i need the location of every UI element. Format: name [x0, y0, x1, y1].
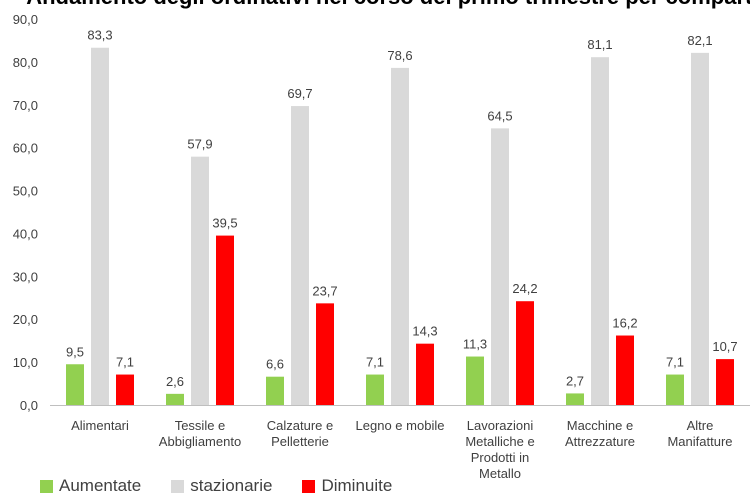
- x-category-label: Legno e mobile: [356, 418, 445, 433]
- bar-aumentate: [266, 376, 284, 405]
- data-label: 23,7: [312, 283, 337, 298]
- bars-group: [66, 47, 734, 405]
- y-tick-label: 10,0: [13, 355, 38, 370]
- bar-stazionarie: [291, 106, 309, 405]
- legend: Aumentate stazionarie Diminuite: [40, 476, 422, 496]
- bar-stazionarie: [491, 128, 509, 405]
- bar-diminuite: [516, 301, 534, 405]
- x-axis: Alimentari Tessile e Abbigliamento Calzatur…: [50, 405, 750, 481]
- y-axis: 0,0 10,0 20,0 30,0 40,0 50,0 60,0 70,0 80,0 90,0: [13, 12, 38, 413]
- bar-diminuite: [116, 374, 134, 405]
- legend-label: stazionarie: [190, 476, 273, 495]
- bar-diminuite: [416, 343, 434, 405]
- data-label: 14,3: [412, 324, 437, 339]
- data-labels-group: 9,5 2,6 6,6 7,1 11,3 2,7 7,1 83,3 57,9 69,7 78,6 64…: [66, 28, 738, 389]
- y-tick-label: 30,0: [13, 269, 38, 284]
- data-label: 7,1: [366, 355, 384, 370]
- bar-stazionarie: [191, 156, 209, 405]
- data-label: 2,6: [166, 374, 184, 389]
- y-tick-label: 90,0: [13, 12, 38, 27]
- data-label: 69,7: [287, 86, 312, 101]
- bar-aumentate: [66, 364, 84, 405]
- data-label: 16,2: [612, 316, 637, 331]
- y-tick-label: 40,0: [13, 226, 38, 241]
- y-tick-label: 0,0: [20, 398, 38, 413]
- legend-swatch: [302, 479, 316, 493]
- bar-diminuite: [316, 303, 334, 405]
- data-label: 10,7: [712, 339, 737, 354]
- data-label: 78,6: [387, 48, 412, 63]
- data-label: 6,6: [266, 357, 284, 372]
- x-category-label: Alimentari: [71, 418, 129, 433]
- legend-label: Aumentate: [59, 476, 142, 495]
- x-category-label: Lavorazioni Metalliche e Prodotti in Metall…: [465, 418, 534, 481]
- legend-item-aumentate: Aumentate: [40, 476, 141, 496]
- bar-aumentate: [166, 393, 184, 405]
- data-label: 7,1: [666, 355, 684, 370]
- bar-aumentate: [666, 374, 684, 405]
- bar-stazionarie: [691, 52, 709, 405]
- x-category-label: Tessile e Abbigliamento: [159, 418, 241, 449]
- bar-diminuite: [216, 235, 234, 405]
- y-tick-label: 20,0: [13, 312, 38, 327]
- data-label: 9,5: [66, 344, 84, 359]
- y-tick-label: 80,0: [13, 55, 38, 70]
- x-category-label: Altre Manifatture: [667, 418, 732, 449]
- bar-stazionarie: [591, 57, 609, 405]
- data-label: 11,3: [463, 337, 487, 352]
- bar-aumentate: [466, 356, 484, 405]
- data-label: 81,1: [587, 37, 612, 52]
- y-tick-label: 60,0: [13, 141, 38, 156]
- legend-item-diminuite: Diminuite: [302, 476, 392, 496]
- data-label: 24,2: [512, 281, 537, 296]
- bar-aumentate: [566, 393, 584, 405]
- data-label: 64,5: [487, 108, 512, 123]
- data-label: 83,3: [87, 28, 112, 43]
- data-label: 39,5: [212, 216, 237, 231]
- data-label: 7,1: [116, 355, 134, 370]
- bar-diminuite: [616, 335, 634, 405]
- legend-label: Diminuite: [321, 476, 393, 495]
- legend-item-stazionarie: stazionarie: [171, 476, 272, 496]
- data-label: 82,1: [687, 33, 712, 48]
- x-category-label: Calzature e Pelletterie: [267, 418, 333, 449]
- y-tick-label: 70,0: [13, 98, 38, 113]
- data-label: 57,9: [187, 137, 212, 152]
- legend-swatch: [171, 479, 185, 493]
- bar-stazionarie: [391, 67, 409, 405]
- x-category-label: Macchine e Attrezzature: [565, 418, 635, 449]
- data-label: 2,7: [566, 373, 584, 388]
- bar-aumentate: [366, 374, 384, 405]
- legend-swatch: [40, 479, 53, 493]
- chart-title: Andamento degli ordinativi nel corso del…: [26, 0, 750, 9]
- y-tick-label: 50,0: [13, 184, 38, 199]
- bar-diminuite: [716, 359, 734, 405]
- bar-stazionarie: [91, 47, 109, 405]
